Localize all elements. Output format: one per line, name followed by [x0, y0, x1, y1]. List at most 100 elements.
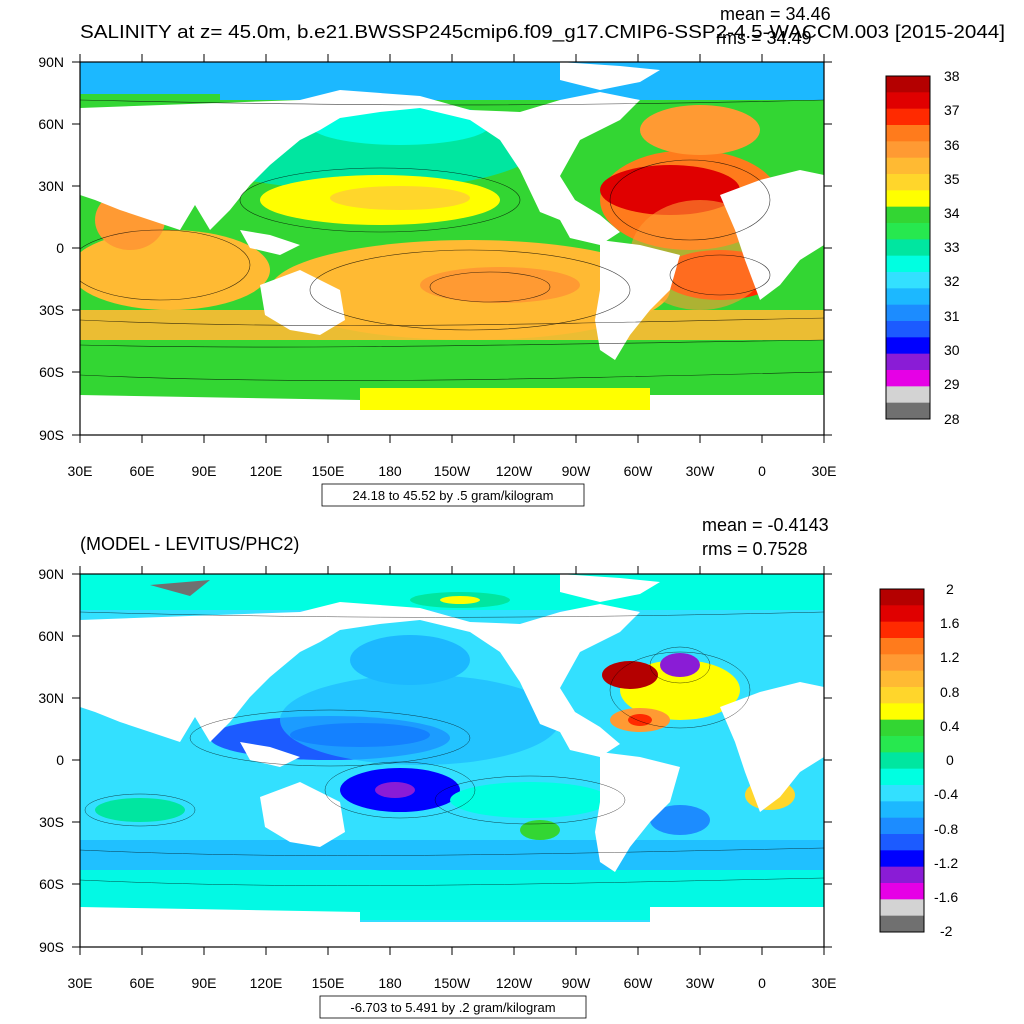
colorbar-swatch — [886, 402, 930, 420]
colorbar-label: -0.4 — [934, 786, 958, 802]
lat-label: 30S — [39, 814, 64, 830]
bottom-mean: mean = -0.4143 — [702, 515, 829, 535]
colorbar-swatch — [880, 834, 924, 851]
colorbar-swatch — [886, 304, 930, 322]
colorbar-swatch — [886, 92, 930, 110]
colorbar-label: 1.6 — [940, 615, 960, 631]
colorbar-swatch — [880, 654, 924, 672]
lon-label: 30E — [68, 975, 93, 991]
colorbar-swatch — [880, 605, 924, 623]
lon-label: 120E — [250, 975, 283, 991]
colorbar-label: 2 — [946, 581, 954, 597]
lon-label: 180 — [378, 463, 402, 479]
lat-label: 60S — [39, 364, 64, 380]
lon-label: 120W — [496, 463, 533, 479]
colorbar-swatch — [880, 621, 924, 639]
top-rms: rms = 34.49 — [716, 28, 812, 48]
lon-label: 150E — [312, 463, 345, 479]
colorbar-swatch — [880, 768, 924, 786]
colorbar-swatch — [886, 108, 930, 126]
colorbar-swatch — [880, 915, 924, 933]
bottom-title: (MODEL - LEVITUS/PHC2) — [80, 534, 299, 554]
colorbar-swatch — [880, 866, 924, 884]
colorbar-swatch — [886, 370, 930, 387]
lon-label: 30W — [686, 463, 716, 479]
colorbar-swatch — [886, 141, 930, 159]
lon-label: 90E — [192, 975, 217, 991]
colorbar-label: 33 — [944, 239, 960, 255]
colorbar-swatch — [886, 223, 930, 240]
colorbar-label: -2 — [940, 923, 953, 939]
lon-label: 60W — [624, 975, 654, 991]
colorbar-swatch — [886, 272, 930, 289]
colorbar-label: -1.6 — [934, 889, 958, 905]
colorbar-label: 29 — [944, 376, 960, 392]
colorbar-swatch — [886, 255, 930, 273]
colorbar-label: 0.4 — [940, 718, 960, 734]
colorbar-swatch — [886, 386, 930, 404]
top-continents — [80, 62, 824, 435]
lon-label: 60W — [624, 463, 654, 479]
lat-label: 0 — [56, 752, 64, 768]
colorbar-label: -1.2 — [934, 855, 958, 871]
lon-label: 150E — [312, 975, 345, 991]
colorbar-label: 31 — [944, 308, 960, 324]
colorbar-swatch — [880, 899, 924, 917]
lon-label: 30E — [68, 463, 93, 479]
lon-label: 60E — [130, 975, 155, 991]
lon-label: 30E — [812, 463, 837, 479]
lon-label: 60E — [130, 463, 155, 479]
top-title: SALINITY at z= 45.0m, b.e21.BWSSP245cmip… — [80, 22, 1005, 43]
colorbar-label: 0 — [946, 752, 954, 768]
colorbar-swatch — [880, 801, 924, 819]
colorbar-label: 35 — [944, 171, 960, 187]
colorbar-swatch — [880, 785, 924, 802]
colorbar-swatch — [880, 703, 924, 721]
bottom-contour-info: -6.703 to 5.491 by .2 gram/kilogram — [350, 1000, 555, 1015]
colorbar-swatch — [886, 125, 930, 142]
top-map — [80, 62, 824, 435]
colorbar-swatch — [880, 589, 924, 606]
lon-label: 120W — [496, 975, 533, 991]
colorbar-swatch — [880, 850, 924, 868]
lat-label: 90S — [39, 939, 64, 955]
top-ticks — [72, 54, 832, 443]
lon-label: 120E — [250, 463, 283, 479]
lon-label: 180 — [378, 975, 402, 991]
bottom-rms: rms = 0.7528 — [702, 539, 808, 559]
bottom-ticks — [72, 566, 832, 955]
colorbar-swatch — [880, 638, 924, 655]
lon-label: 30E — [812, 975, 837, 991]
lat-label: 30N — [38, 690, 64, 706]
colorbar-swatch — [886, 174, 930, 191]
bottom-map — [80, 574, 824, 947]
colorbar-swatch — [886, 321, 930, 338]
colorbar-swatch — [880, 883, 924, 900]
lon-label: 90W — [562, 463, 592, 479]
lon-label: 90W — [562, 975, 592, 991]
colorbar-label: 1.2 — [940, 649, 960, 665]
colorbar-label: 32 — [944, 273, 960, 289]
colorbar-label: 30 — [944, 342, 960, 358]
bottom-lon-labels: 30E 60E 90E 120E 150E 180 150W 120W 90W … — [68, 975, 837, 991]
top-contour-info-box — [321, 483, 585, 507]
colorbar-swatch — [880, 670, 924, 688]
colorbar-label: 36 — [944, 137, 960, 153]
lat-label: 60S — [39, 876, 64, 892]
colorbar-label: 38 — [944, 68, 960, 84]
lat-label: 60N — [38, 116, 64, 132]
top-colorbar: 38 37 36 35 34 33 32 31 30 29 28 — [885, 68, 960, 427]
lon-label: 30W — [686, 975, 716, 991]
bottom-colorbar: 2 1.6 1.2 0.8 0.4 0 -0.4 -0.8 -1.2 -1.6 … — [879, 581, 960, 939]
colorbar-swatch — [880, 687, 924, 704]
colorbar-label: -0.8 — [934, 821, 958, 837]
top-lat-labels: 90N 60N 30N 0 30S 60S 90S — [38, 54, 64, 443]
colorbar-label: 37 — [944, 102, 960, 118]
colorbar-swatch — [886, 239, 930, 257]
top-panel: 90N 60N 30N 0 30S 60S 90S 30E 60E 90E 12… — [38, 4, 1005, 507]
colorbar-swatch — [880, 817, 924, 835]
colorbar-swatch — [886, 337, 930, 355]
colorbar-swatch — [886, 76, 930, 93]
lat-label: 30N — [38, 178, 64, 194]
